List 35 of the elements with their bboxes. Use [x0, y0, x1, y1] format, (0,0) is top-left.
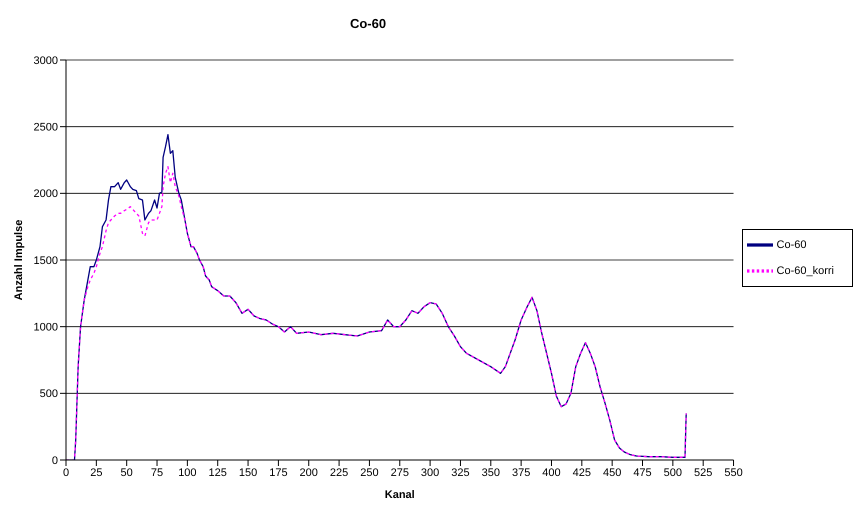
x-tick-label: 425 — [572, 466, 591, 479]
y-tick-label: 500 — [40, 388, 58, 400]
x-tick-label: 150 — [238, 466, 258, 479]
chart-title: Co-60 — [348, 16, 388, 31]
x-tick-label: 325 — [451, 466, 470, 479]
y-axis-title: Anzahl Impulse — [12, 220, 25, 300]
x-tick-label: 175 — [269, 466, 288, 479]
x-tick-label: 550 — [724, 466, 743, 479]
y-tick-label: 0 — [52, 454, 58, 467]
x-tick-label: 500 — [664, 466, 682, 479]
y-tick-label: 1500 — [34, 254, 58, 267]
x-tick-label: 275 — [390, 466, 409, 479]
x-tick-label: 50 — [120, 466, 133, 479]
x-tick-label: 300 — [420, 466, 440, 479]
x-tick-label: 225 — [330, 466, 348, 479]
y-tick-label: 2500 — [34, 122, 58, 134]
x-tick-label: 525 — [694, 466, 712, 479]
x-tick-label: 375 — [512, 466, 530, 479]
x-tick-label: 100 — [178, 466, 197, 479]
legend-label: Co-60 — [776, 238, 806, 251]
y-tick-label: 3000 — [34, 54, 58, 67]
y-tick-label: 2000 — [34, 188, 58, 200]
x-axis-title: Kanal — [384, 489, 415, 501]
x-tick-label: 125 — [208, 466, 227, 479]
x-tick-label: 475 — [633, 466, 652, 479]
x-tick-label: 400 — [542, 466, 561, 479]
legend-label: Co-60_korri — [776, 264, 834, 277]
x-tick-label: 0 — [62, 466, 70, 479]
x-tick-label: 250 — [360, 466, 379, 479]
x-tick-label: 25 — [90, 466, 102, 479]
x-tick-label: 350 — [482, 466, 500, 479]
x-tick-label: 450 — [602, 466, 622, 479]
y-tick-label: 1000 — [34, 322, 58, 334]
x-tick-label: 75 — [150, 466, 164, 479]
x-tick-label: 200 — [300, 466, 318, 479]
